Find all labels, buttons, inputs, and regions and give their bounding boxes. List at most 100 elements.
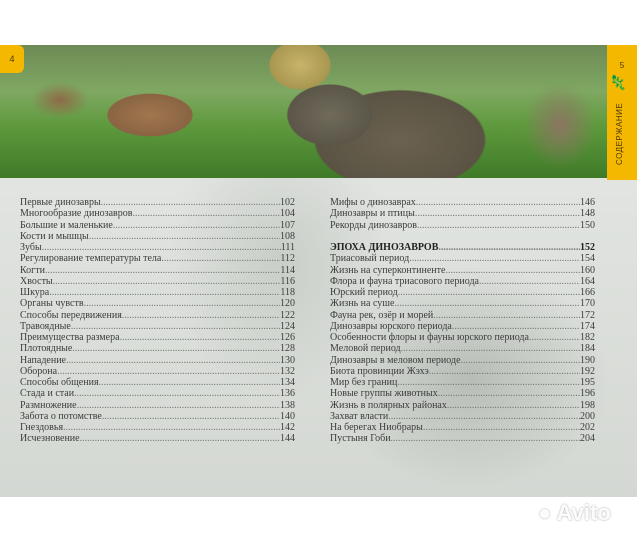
leader-dots [77,400,280,411]
leader-dots [53,276,281,287]
toc-page: 150 [580,219,595,231]
toc-title: Динозавры юрского периода [330,320,452,332]
toc-title: Триасовый период [330,253,410,265]
toc-page: 142 [280,422,295,433]
toc-page: 112 [280,253,295,265]
toc-page: 102 [280,197,295,208]
leader-dots [72,343,280,354]
leader-dots [445,265,580,276]
leader-dots [529,332,580,343]
toc-entry: Зубы 111 [20,242,295,253]
toc-entry: Пустыня Гоби 204 [330,433,595,444]
leader-dots [415,208,580,219]
toc-entry: Юрский период 166 [330,287,595,298]
leader-dots [417,220,580,231]
toc-title: Мифы о динозаврах [330,197,416,208]
toc-page: 126 [280,332,295,343]
leader-dots [101,197,280,208]
leader-dots [398,287,580,298]
toc-page: 192 [580,365,595,377]
book-spread: 4 5 🦎 СОДЕРЖАНИЕ Первые динозавры102Мног… [0,45,637,497]
toc-page: 111 [280,242,295,253]
toc-page: 184 [580,343,595,355]
section-tab: 5 🦎 СОДЕРЖАНИЕ [607,45,637,180]
toc-title: Первые динозавры [20,197,101,208]
toc-title: Жизнь на суше [330,298,395,310]
toc-title: Гнездовья [20,422,64,433]
right-page-number: 5 [619,61,625,70]
toc-entry: На берегах Ниобрары 202 [330,422,595,433]
toc-title: Особенности флоры и фауны юрского период… [330,332,529,343]
leader-dots [49,287,280,298]
toc-entry: Стада и стаи 136 [20,388,295,399]
toc-page: 198 [580,399,595,411]
toc-title: Фауна рек, озёр и морей [330,309,434,321]
toc-page: 195 [580,377,595,388]
toc-entry: Органы чувств 120 [20,298,295,309]
toc-entry: Многообразие динозавров 104 [20,208,295,219]
toc-page: 107 [280,219,295,231]
toc-entry: Нападение 130 [20,355,295,366]
leader-dots [42,242,281,253]
leader-dots [63,422,280,433]
toc-title: Захват власти [330,410,389,422]
toc-page: 130 [280,354,295,366]
toc-page: 108 [280,230,295,242]
toc-page: 146 [580,197,595,208]
toc-title: Динозавры в меловом периоде [330,354,461,366]
toc-page: 132 [280,365,295,377]
toc-page: 128 [280,343,295,355]
toc-entry: Жизнь на суперконтиненте 160 [330,265,595,276]
dinosaur-illustration [0,45,607,178]
toc-page: 116 [280,275,295,287]
leader-dots [89,231,280,242]
toc-entry: Жизнь в полярных районах 198 [330,400,595,411]
leader-dots [120,332,280,343]
toc-entry: Жизнь на суше 170 [330,298,595,309]
toc-entry: Способы передвижения 122 [20,310,295,321]
toc-entry: Первые динозавры 102 [20,197,295,208]
toc-title: Плотоядные [20,343,73,355]
toc-page: 148 [580,208,595,220]
toc-page: 138 [280,399,295,411]
toc-page: 164 [580,275,595,287]
toc-entry: Флора и фауна триасового периода 164 [330,276,595,287]
toc-entry: Способы общения 134 [20,377,295,388]
leader-dots [133,208,281,219]
toc-page: 124 [280,320,295,332]
toc-page: 140 [280,410,295,422]
toc-title: Многообразие динозавров [20,208,133,220]
toc-entry: Оборона 132 [20,366,295,377]
leader-dots [394,298,580,309]
toc-title: Мир без границ [330,377,398,388]
toc-title: Хвосты [20,275,53,287]
leader-dots [388,411,580,422]
leader-dots [416,197,580,208]
toc-entry: Биота провинции Жэхэ 192 [330,366,595,377]
toc-title: Юрский период [330,287,398,298]
toc-title: Шкура [20,287,50,298]
toc-entry: Плотоядные 128 [20,343,295,354]
leader-dots [45,265,280,276]
toc-left-column: Первые динозавры102Многообразие динозавр… [20,197,295,445]
leader-dots [122,310,280,321]
toc-title: Размножение [20,399,77,411]
toc-entry: Кости и мышцы 108 [20,231,295,242]
toc-page: 182 [580,332,595,343]
toc-title: Большие и маленькие [20,219,113,231]
toc-title: Нападение [20,354,66,366]
toc-entry: Фауна рек, озёр и морей 172 [330,310,595,321]
toc-page: 170 [580,298,595,310]
toc-entry: Захват власти 200 [330,411,595,422]
toc-entry: Мир без границ 195 [330,377,595,388]
leader-dots [99,377,280,388]
toc-title: Жизнь в полярных районах [330,399,447,411]
toc-title: Преимущества размера [20,332,120,343]
leader-dots [80,433,280,444]
toc-title: Органы чувств [20,298,84,310]
toc-entry: Мифы о динозаврах 146 [330,197,595,208]
left-page-number: 4 [0,45,24,73]
toc-title: Флора и фауна триасового периода [330,275,479,287]
leader-dots [84,298,280,309]
toc-title: Меловой период [330,343,401,355]
